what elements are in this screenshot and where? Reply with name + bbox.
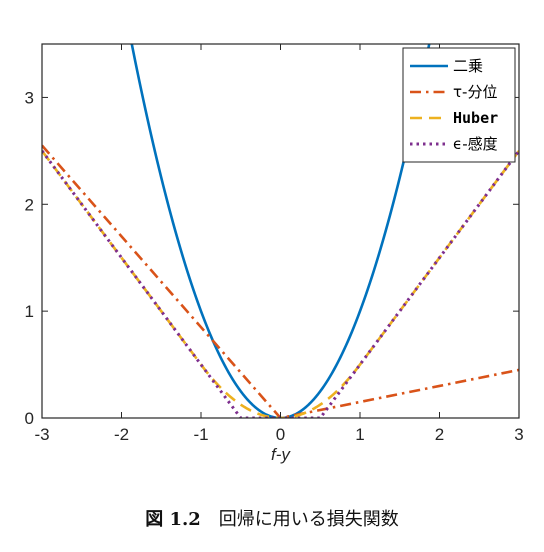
legend: 二乗 τ-分位 Huber ϵ-感度 xyxy=(402,47,516,163)
legend-label-huber: Huber xyxy=(453,109,498,127)
y-tick-label: 2 xyxy=(25,195,34,214)
legend-label-squared: 二乗 xyxy=(453,57,483,75)
x-tick-label: 2 xyxy=(435,425,444,444)
legend-label-tau-quantile: τ-分位 xyxy=(453,83,497,101)
caption-text: 回帰に用いる損失関数 xyxy=(218,509,399,530)
legend-label-epsilon-insensitive: ϵ-感度 xyxy=(453,135,498,153)
x-tick-label: -3 xyxy=(34,425,49,444)
series-tau-quantile-line xyxy=(42,144,519,418)
figure-number: 図 1.2 xyxy=(145,509,201,530)
y-tick-label: 3 xyxy=(25,88,34,107)
legend-box xyxy=(402,47,516,163)
series-huber-line xyxy=(42,150,519,418)
x-axis-title: f-y xyxy=(271,445,291,464)
y-tick-label: 0 xyxy=(25,409,34,428)
loss-function-figure: -3 -2 -1 0 1 2 3 0 1 2 3 f-y 二乗 τ-分位 Huber ϵ-感度 図 1.2… xyxy=(25,43,524,530)
x-tick-label: -1 xyxy=(193,425,208,444)
loss-function-chart: -3 -2 -1 0 1 2 3 0 1 2 3 f-y 二乗 τ-分位 Huber ϵ-感度 xyxy=(25,43,524,464)
x-tick-label: 1 xyxy=(355,425,364,444)
series-epsilon-insensitive-line xyxy=(42,149,519,418)
x-tick-label: -2 xyxy=(114,425,129,444)
x-tick-label: 0 xyxy=(276,425,285,444)
x-tick-label: 3 xyxy=(514,425,523,444)
y-tick-label: 1 xyxy=(25,302,34,321)
series-layer xyxy=(42,44,519,418)
ticks-layer: -3 -2 -1 0 1 2 3 0 1 2 3 xyxy=(25,44,524,444)
figure-caption: 図 1.2 回帰に用いる損失関数 xyxy=(0,505,544,531)
